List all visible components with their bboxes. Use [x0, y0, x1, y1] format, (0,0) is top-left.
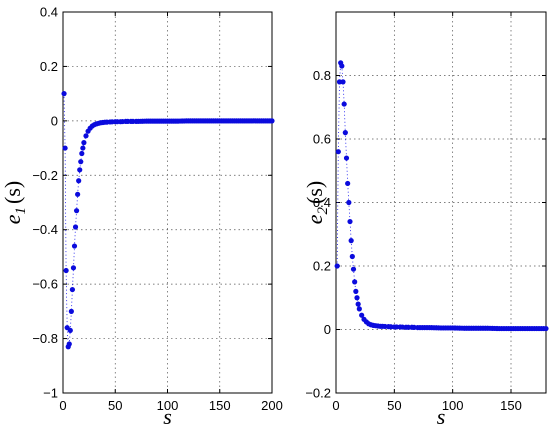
right-y-axis-label: e2(s)	[302, 181, 331, 224]
left-xtick-label: 100	[157, 398, 179, 413]
left-ytick-label: 0.2	[40, 59, 58, 74]
left-data-point	[83, 133, 89, 139]
left-ytick-label: −1	[43, 386, 58, 401]
left-ytick-label: 0.4	[40, 5, 58, 20]
right-ytick-label: 0	[324, 322, 331, 337]
left-xtick-label: 200	[261, 398, 283, 413]
right-data-point	[352, 279, 358, 285]
left-data-point	[70, 265, 77, 271]
right-data-point	[543, 325, 549, 332]
left-data-point	[81, 140, 87, 146]
right-ytick-label: 0.2	[313, 259, 331, 274]
left-ytick-label: −0.2	[32, 168, 58, 183]
right-data-point	[355, 301, 361, 307]
left-data-point	[63, 267, 69, 274]
right-data-point	[343, 155, 350, 161]
left-ytick-label: −0.8	[32, 331, 58, 346]
right-ytick-label: −0.2	[305, 386, 331, 401]
right-data-point	[345, 180, 351, 187]
left-xtick-label: 150	[209, 398, 231, 413]
left-data-point	[79, 150, 85, 157]
left-ytick-label: −0.4	[32, 222, 58, 237]
right-data-point	[339, 63, 345, 69]
right-ytick-label: 0.4	[313, 195, 331, 210]
left-data-point	[78, 159, 84, 165]
left-xtick-label: 50	[108, 398, 122, 413]
left-data-point	[71, 243, 78, 249]
left-data-point	[62, 145, 68, 151]
right-data-point	[349, 253, 355, 260]
right-data-point	[335, 149, 341, 155]
left-data-point	[80, 145, 86, 151]
right-data-point	[342, 130, 348, 136]
left-data-point	[77, 167, 83, 173]
left-data-point	[73, 208, 80, 214]
left-data-point	[75, 191, 81, 197]
right-data-point	[359, 312, 365, 318]
left-xtick-label: 0	[59, 398, 66, 413]
left-data-point	[76, 178, 82, 184]
left-data-point	[269, 118, 275, 124]
right-data-point	[350, 266, 357, 272]
left-ytick-label: −0.6	[32, 277, 58, 292]
left-chart-panel: 0 50 100 150 200 −1 −0.8 −0.6 −0.4 −0.2 0 0.2 0.4 s e1…	[0, 5, 283, 428]
left-y-axis-label: e1(s)	[0, 181, 29, 224]
right-data-point	[340, 79, 346, 85]
right-data-point	[348, 238, 354, 244]
right-xtick-label: 50	[387, 398, 401, 413]
right-data-point	[334, 263, 340, 269]
right-series-line	[336, 62, 546, 329]
right-xtick-label: 0	[332, 398, 339, 413]
left-series-line	[63, 93, 272, 347]
right-data-point	[353, 288, 359, 294]
left-data-point	[69, 286, 76, 293]
left-data-point	[66, 341, 72, 347]
right-data-point	[346, 199, 352, 206]
right-xtick-label: 100	[442, 398, 464, 413]
left-x-axis-label: s	[163, 404, 172, 428]
right-ytick-label: 0.8	[313, 68, 331, 83]
right-ytick-label: 0.6	[313, 132, 331, 147]
right-xtick-label: 150	[500, 398, 522, 413]
right-data-point	[341, 101, 347, 107]
left-data-point	[68, 308, 74, 314]
right-data-point	[356, 306, 362, 312]
right-data-point	[354, 295, 360, 301]
left-data-point	[72, 224, 79, 230]
right-x-axis-label: s	[437, 404, 446, 428]
left-data-point	[61, 91, 67, 97]
right-data-point	[347, 218, 353, 225]
left-ytick-label: 0	[51, 113, 58, 128]
left-data-point	[67, 327, 73, 334]
